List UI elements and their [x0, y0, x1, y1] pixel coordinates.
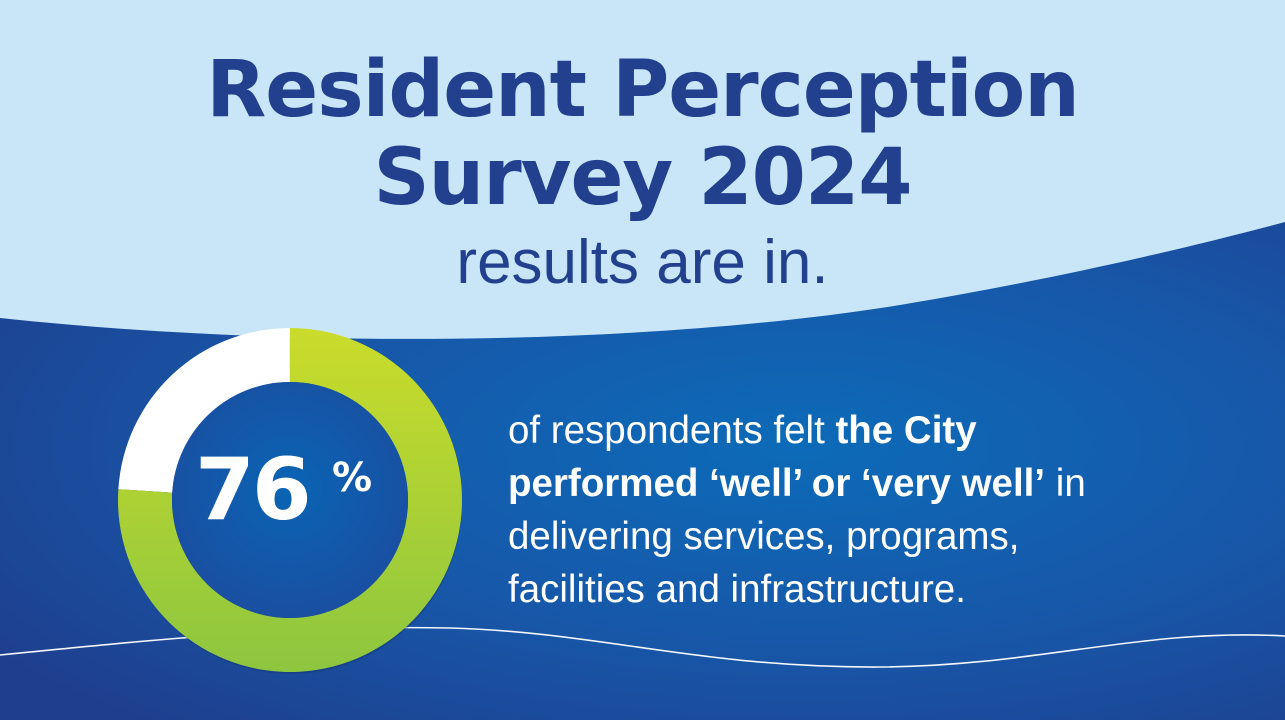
statement-bold-1: the City: [835, 409, 977, 452]
percent-sign: %: [332, 455, 373, 501]
statement-line-3: delivering services, programs,: [508, 515, 1020, 558]
donut-chart: [118, 328, 462, 674]
subtitle: results are in.: [456, 228, 829, 297]
statement-bold-2: performed ‘well’ or ‘very well’: [508, 462, 1046, 505]
statement-line-2: performed ‘well’ or ‘very well’ in: [508, 457, 1248, 510]
statement-line-1: of respondents felt the City: [508, 404, 1248, 457]
statement-line-4: facilities and infrastructure.: [508, 568, 966, 611]
percent-value: 76: [195, 440, 312, 540]
percent-label: 76 %: [195, 440, 395, 550]
donut-segment-value: [118, 328, 462, 672]
title-line-2: Survey 2024: [373, 133, 912, 223]
statement-part-1: of respondents felt: [508, 409, 836, 452]
statement-part-2: in: [1045, 462, 1086, 505]
donut-segment-remainder: [118, 328, 290, 493]
donut-hole: [172, 382, 408, 618]
statement-text: of respondents felt the City performed ‘…: [508, 404, 1248, 616]
title-line-1: Resident Perception: [206, 45, 1079, 135]
